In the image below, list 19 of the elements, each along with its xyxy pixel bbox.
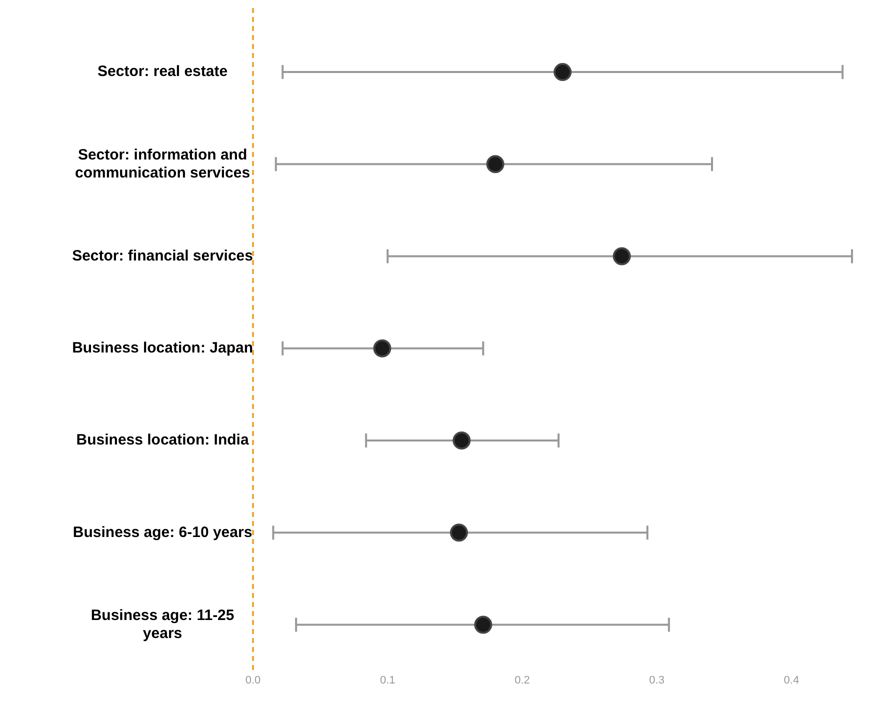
x-tick-label: 0.2: [514, 674, 530, 686]
y-tick-label: Sector: information and communication services: [75, 146, 250, 182]
point: [450, 524, 468, 542]
point: [452, 432, 471, 450]
point: [612, 247, 631, 266]
x-tick-label: 0.1: [380, 674, 396, 686]
x-tick-label: 0.4: [784, 674, 800, 686]
y-tick-label: Sector: financial services: [72, 247, 254, 264]
point: [373, 339, 392, 358]
x-tick-label: 0.0: [245, 674, 261, 686]
y-tick-label: Business age: 6-10 years: [72, 524, 252, 541]
y-tick-label: Business age: 11-25 years: [90, 606, 234, 642]
x-tick-label: 0.3: [649, 674, 664, 686]
point: [486, 155, 504, 174]
y-tick-label: Business location: Japan: [72, 340, 253, 357]
y-tick-label: Business location: India: [76, 432, 250, 449]
point: [474, 616, 492, 634]
y-tick-label: Sector: real estate: [98, 63, 228, 80]
point: [554, 63, 572, 82]
